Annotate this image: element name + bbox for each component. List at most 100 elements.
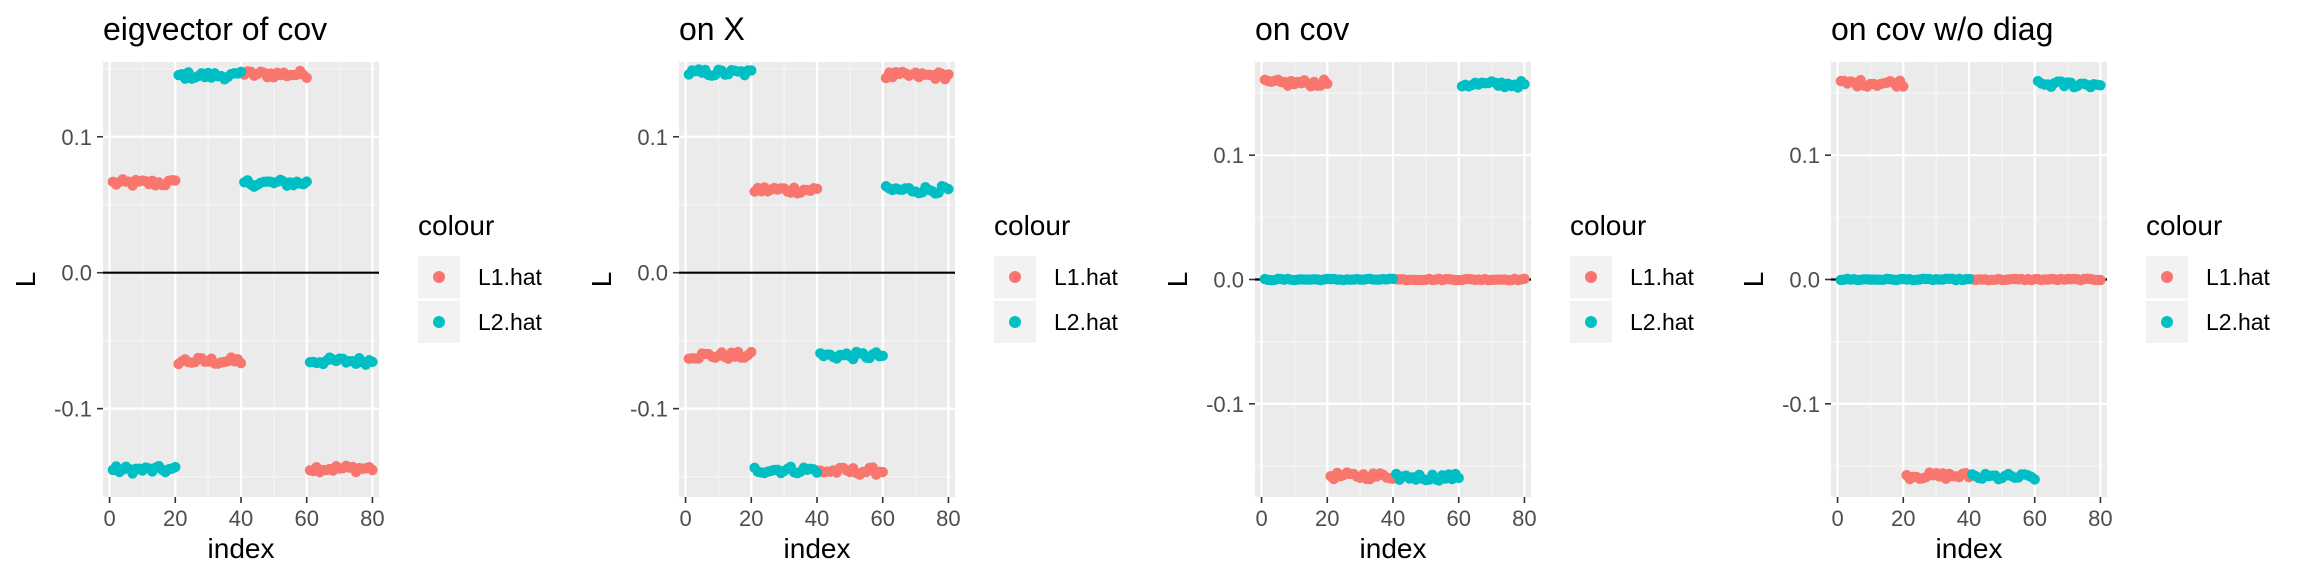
- data-point: [811, 467, 823, 478]
- series-L1.hat: [1259, 74, 1530, 485]
- panel-title: on cov w/o diag: [1831, 11, 2053, 47]
- panel-title: on X: [679, 11, 745, 47]
- legend-label: L2.hat: [1630, 309, 1695, 335]
- legend-marker: [1009, 316, 1021, 328]
- y-axis-label: L: [10, 272, 41, 288]
- x-tick-label: 20: [739, 506, 763, 531]
- data-point: [877, 466, 888, 478]
- legend: colour L1.hat L2.hat: [2146, 210, 2271, 343]
- x-axis-label: index: [1936, 533, 2003, 564]
- legend-label: L1.hat: [1630, 264, 1695, 290]
- x-tick-label: 20: [163, 506, 187, 531]
- data-point: [367, 356, 378, 368]
- data-point: [170, 461, 181, 473]
- x-tick-label: 40: [805, 506, 829, 531]
- legend-marker: [1009, 271, 1021, 283]
- x-tick-label: 60: [2022, 506, 2046, 531]
- data-point: [170, 175, 181, 186]
- series-L2.hat: [107, 66, 378, 479]
- legend-title: colour: [1570, 210, 1646, 241]
- x-tick-label: 80: [360, 506, 384, 531]
- data-point: [1453, 472, 1464, 484]
- y-tick-label: 0.0: [61, 261, 92, 286]
- x-tick-label: 0: [1255, 506, 1267, 531]
- panel-4: on cov w/o diag 0 20 40 60 80 -0.1 0.0 0.1 index L…: [1738, 11, 2271, 564]
- y-tick-label: -0.1: [54, 397, 92, 422]
- x-tick-label: 20: [1315, 506, 1339, 531]
- x-tick-label: 60: [870, 506, 894, 531]
- y-tick-label: 0.1: [637, 125, 668, 150]
- data-point: [1898, 81, 1909, 92]
- panel-title: on cov: [1255, 11, 1349, 47]
- data-point: [301, 176, 312, 187]
- data-point: [235, 357, 247, 369]
- x-tick-label: 80: [2088, 506, 2112, 531]
- data-point: [235, 66, 247, 78]
- data-point: [2095, 80, 2106, 91]
- series-L2.hat: [1259, 76, 1530, 486]
- series-L2.hat: [1835, 75, 2106, 485]
- data-point: [877, 350, 888, 362]
- x-tick-label: 60: [294, 506, 318, 531]
- legend-label: L1.hat: [478, 264, 543, 290]
- x-axis-label: index: [208, 533, 275, 564]
- x-tick-label: 60: [1446, 506, 1470, 531]
- y-tick-label: -0.1: [1206, 392, 1244, 417]
- x-tick-label: 0: [1831, 506, 1843, 531]
- y-tick-label: -0.1: [630, 397, 668, 422]
- panel-title: eigvector of cov: [103, 11, 327, 47]
- legend-label: L1.hat: [2206, 264, 2271, 290]
- y-tick-label: 0.1: [61, 125, 92, 150]
- legend-title: colour: [2146, 210, 2222, 241]
- x-tick-label: 20: [1891, 506, 1915, 531]
- legend: colour L1.hat L2.hat: [1570, 210, 1695, 343]
- data-point: [943, 183, 954, 195]
- x-tick-label: 40: [229, 506, 253, 531]
- data-point: [2029, 474, 2040, 485]
- legend-label: L2.hat: [2206, 309, 2271, 335]
- data-point: [811, 183, 823, 195]
- x-axis-label: index: [784, 533, 851, 564]
- legend-label: L2.hat: [1054, 309, 1119, 335]
- x-axis-label: index: [1360, 533, 1427, 564]
- y-axis-label: L: [586, 272, 617, 288]
- x-tick-label: 80: [1512, 506, 1536, 531]
- data-point: [1519, 273, 1530, 285]
- legend-marker: [1585, 316, 1597, 328]
- y-tick-label: 0.1: [1213, 143, 1244, 168]
- y-tick-label: 0.0: [1213, 268, 1244, 293]
- x-tick-label: 40: [1381, 506, 1405, 531]
- y-axis-label: L: [1738, 272, 1769, 288]
- y-tick-label: 0.0: [1789, 268, 1820, 293]
- panel-1: eigvector of cov 0 20 40 60 80 -0.1 0.0 0.1 index…: [10, 11, 543, 564]
- data-point: [1322, 78, 1333, 89]
- legend-marker: [1585, 271, 1597, 283]
- series-L1.hat: [107, 65, 378, 478]
- legend-label: L2.hat: [478, 309, 543, 335]
- x-tick-label: 0: [679, 506, 691, 531]
- data-point: [943, 69, 954, 80]
- y-tick-label: 0.1: [1789, 143, 1820, 168]
- legend-marker: [433, 316, 445, 328]
- data-point: [2095, 274, 2106, 286]
- data-point: [746, 346, 757, 358]
- x-tick-label: 0: [103, 506, 115, 531]
- legend: colour L1.hat L2.hat: [418, 210, 543, 343]
- data-point: [1963, 273, 1975, 285]
- legend-marker: [433, 271, 445, 283]
- legend-title: colour: [994, 210, 1070, 241]
- x-tick-label: 40: [1957, 506, 1981, 531]
- legend: colour L1.hat L2.hat: [994, 210, 1119, 343]
- data-point: [367, 464, 378, 476]
- legend-label: L1.hat: [1054, 264, 1119, 290]
- y-axis-label: L: [1162, 272, 1193, 288]
- data-point: [1519, 79, 1530, 90]
- legend-marker: [2161, 271, 2173, 283]
- x-tick-label: 80: [936, 506, 960, 531]
- data-point: [301, 72, 312, 84]
- y-tick-label: 0.0: [637, 261, 668, 286]
- series-L2.hat: [683, 64, 954, 479]
- data-point: [1387, 273, 1399, 285]
- legend-marker: [2161, 316, 2173, 328]
